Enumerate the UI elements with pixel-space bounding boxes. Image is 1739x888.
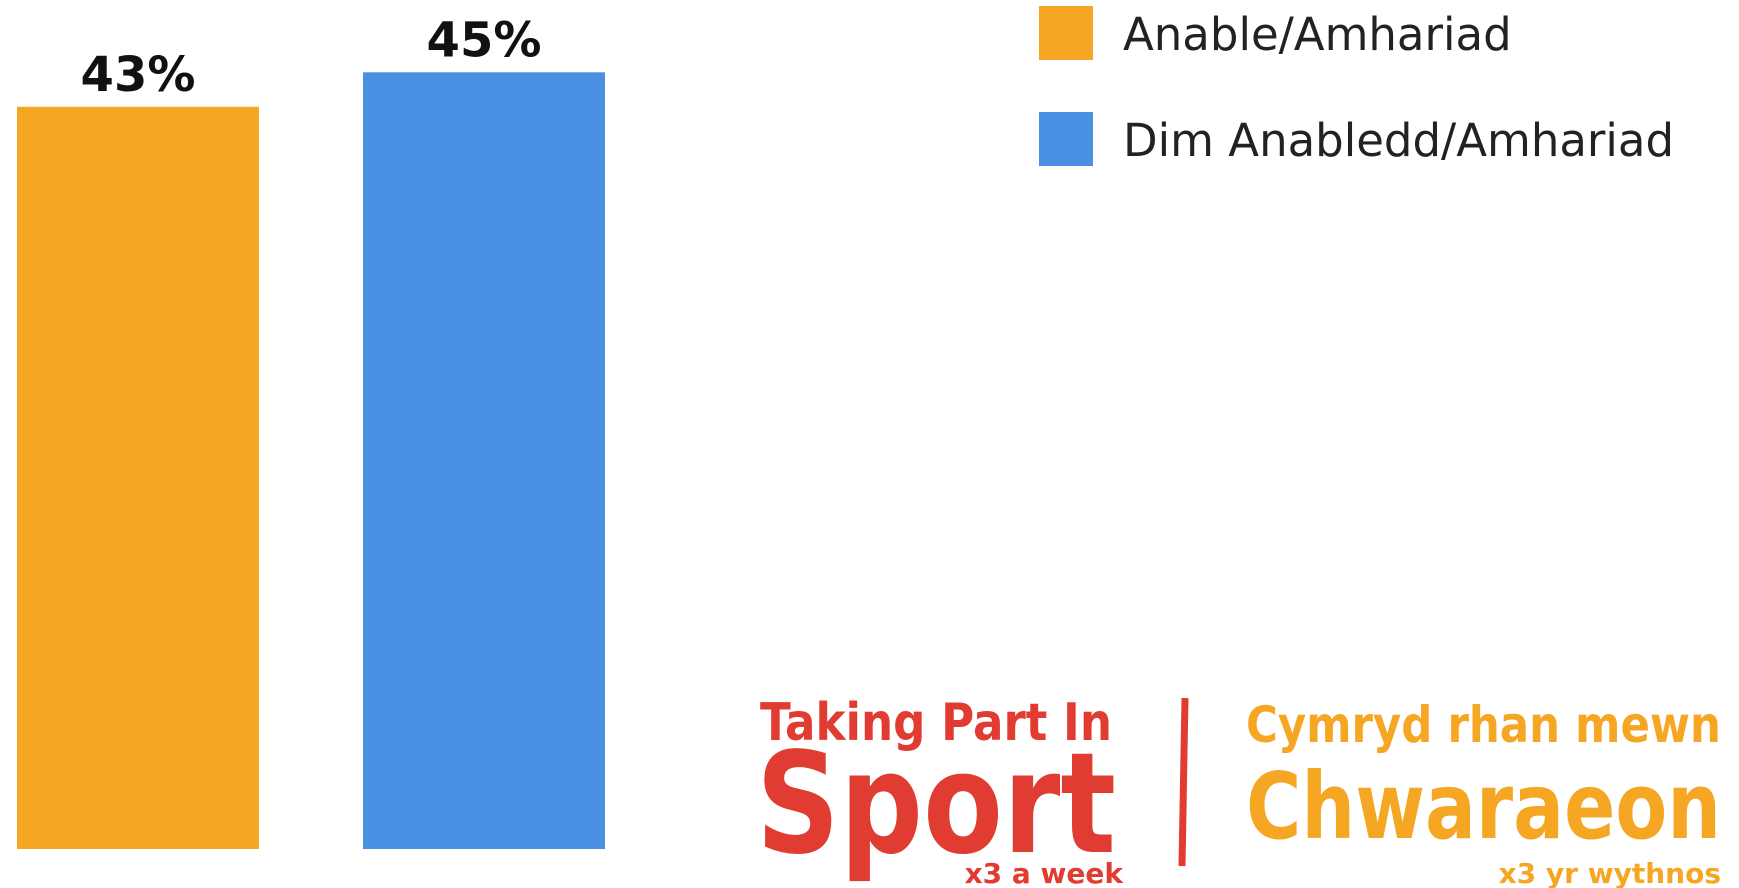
value-label: 43% [81,47,196,103]
logo-divider [1178,697,1189,867]
logo-text: x3 yr wythnos [1499,857,1721,888]
value-label: 45% [427,12,542,68]
logo-text: Chwaraeon [1246,753,1721,860]
legend-swatch [1039,6,1093,60]
bar [363,72,605,850]
logo-text: Taking Part In [760,693,1112,753]
legend-text: Dim Anabledd/Amhariad [1123,114,1674,167]
logo-text: x3 a week [965,857,1125,888]
legend-swatch [1039,112,1093,166]
bar [17,106,259,849]
logo-text: Sport [756,723,1116,886]
legend-text: Anable/Amhariad [1123,8,1512,61]
logo: Taking Part In Sport x3 a week Cymryd rh… [756,693,1721,888]
logo-text: Cymryd rhan mewn [1246,696,1721,754]
